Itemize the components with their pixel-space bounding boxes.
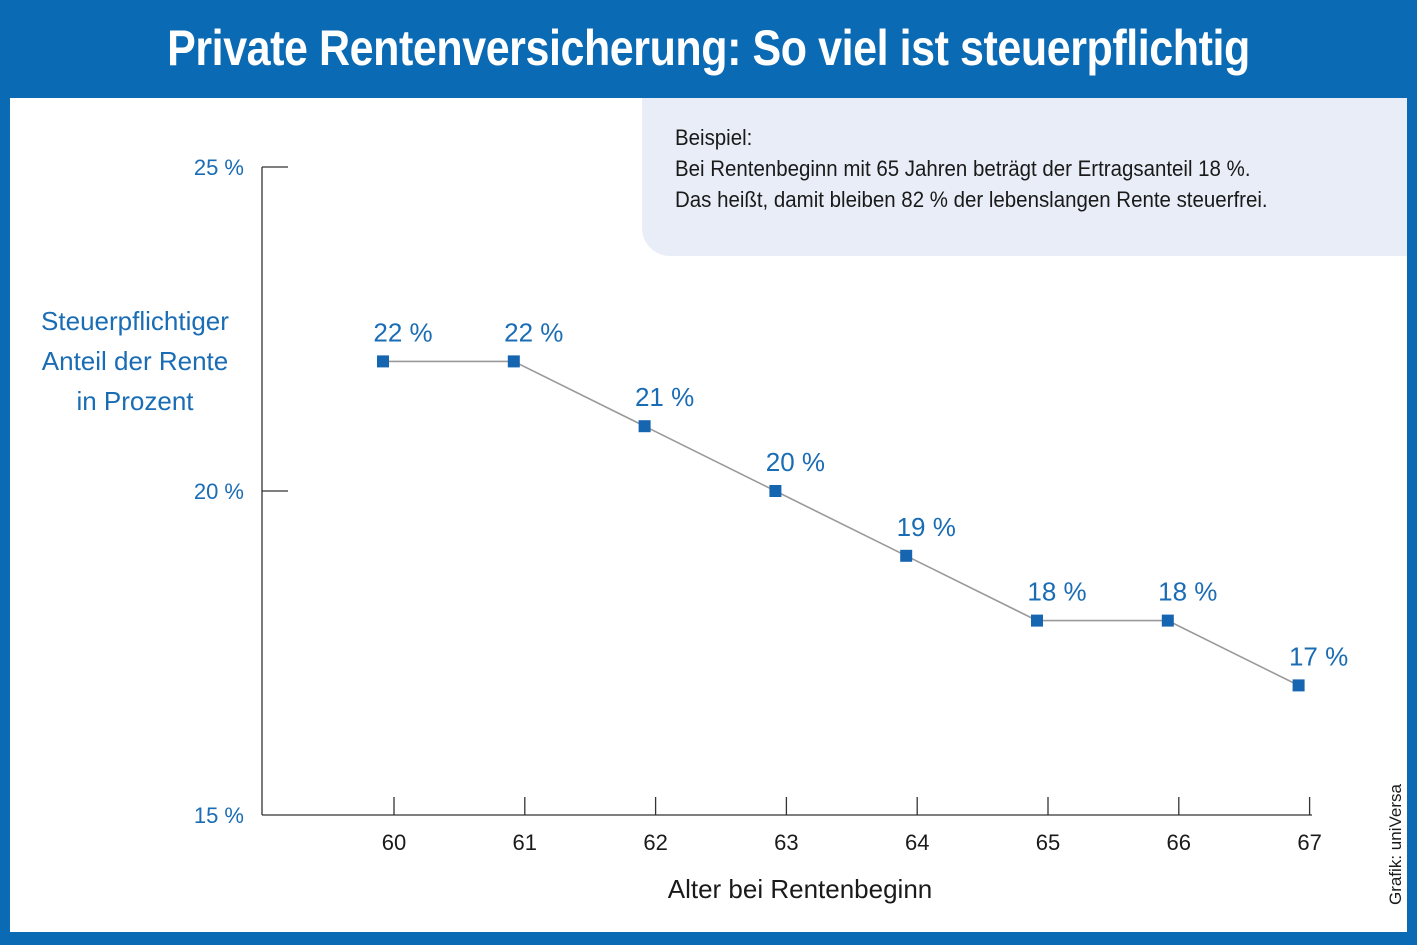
x-axis-label: Alter bei Rentenbeginn (668, 874, 933, 904)
y-axis-label-line: in Prozent (76, 386, 194, 416)
note-line-2: Das heißt, damit bleiben 82 % der lebens… (675, 187, 1268, 212)
y-tick-label: 15 % (194, 803, 244, 828)
data-label: 21 % (635, 382, 694, 412)
y-axis-label-line: Anteil der Rente (42, 346, 228, 376)
x-tick-label: 65 (1036, 830, 1060, 855)
y-axis-ticks: 25 % 20 % 15 % (194, 155, 288, 828)
x-tick-label: 66 (1167, 830, 1191, 855)
data-label: 18 % (1158, 577, 1217, 607)
x-tick-label: 63 (774, 830, 798, 855)
data-point-marker (1161, 614, 1174, 627)
data-point-marker (507, 355, 520, 368)
x-tick-label: 64 (905, 830, 929, 855)
x-tick-label: 61 (513, 830, 537, 855)
x-tick-label: 62 (643, 830, 667, 855)
data-point-marker (769, 485, 782, 497)
y-tick-label: 25 % (194, 155, 244, 180)
note-line-1: Bei Rentenbeginn mit 65 Jahren beträgt d… (675, 156, 1251, 181)
example-note-box: Beispiel: Bei Rentenbeginn mit 65 Jahren… (642, 98, 1407, 256)
x-tick-label: 60 (382, 830, 406, 855)
data-point-marker (377, 355, 389, 368)
note-line-heading: Beispiel: (675, 125, 753, 150)
y-axis-label-line: Steuerpflichtiger (41, 306, 229, 336)
chart-panel: Beispiel: Bei Rentenbeginn mit 65 Jahren… (10, 98, 1407, 932)
x-axis-ticks: 60 61 62 63 64 65 66 67 (382, 797, 1322, 855)
x-tick-label: 67 (1297, 830, 1321, 855)
data-point-marker (638, 420, 651, 433)
chart-title: Private Rentenversicherung: So viel ist … (167, 20, 1250, 76)
data-label: 20 % (766, 447, 825, 477)
data-label: 19 % (897, 512, 956, 542)
axes (261, 167, 1312, 816)
y-tick-label: 20 % (194, 479, 244, 504)
graphic-credit: Grafik: uniVersa (1386, 784, 1405, 905)
data-label: 22 % (504, 317, 563, 347)
data-point-marker (1292, 679, 1305, 692)
data-markers (377, 355, 1305, 692)
series-line (383, 360, 1299, 687)
data-label: 22 % (373, 317, 432, 347)
data-label: 18 % (1027, 577, 1086, 607)
data-point-marker (900, 549, 913, 562)
data-point-marker (1031, 614, 1043, 627)
data-labels: 22 % 22 % 21 % 20 % 19 % 18 % 18 % 17 % (373, 317, 1348, 671)
y-axis-label: Steuerpflichtiger Anteil der Rente in Proz… (41, 306, 229, 416)
data-label: 17 % (1289, 641, 1348, 671)
